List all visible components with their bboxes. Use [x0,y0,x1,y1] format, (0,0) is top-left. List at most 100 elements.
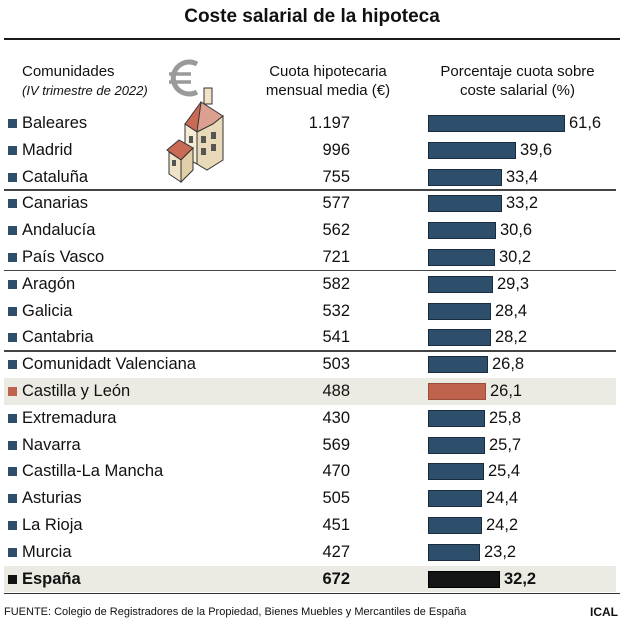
row-cuota: 721 [322,248,350,266]
row-marker [8,226,17,236]
group-separator [4,350,616,352]
row-cuota: 430 [322,408,350,427]
row-cuota: 451 [322,516,350,534]
row-cuota: 503 [322,355,350,374]
row-name: Baleares [22,114,88,132]
row-marker [8,145,17,155]
row-cuota: 505 [322,489,350,508]
table-row: Cataluña 755 33,4 [4,164,616,191]
table-row: Galicia 532 28,4 [4,298,616,325]
table-row: La Rioja 451 24,2 [4,512,616,539]
footer-rule [4,593,620,594]
row-marker [8,333,17,343]
house-euro-illustration [163,52,233,189]
bar [428,222,496,240]
table-row: Madrid 996 39,6 [4,137,616,164]
table-row: Navarra 569 25,7 [4,432,616,459]
table-row: Murcia 427 23,2 [4,539,616,566]
header-pct-line1: Porcentaje cuota sobre [440,63,595,80]
row-marker [8,279,17,289]
bar [428,195,502,213]
bar [428,249,495,266]
group-separator [4,269,616,272]
bar-value-label: 26,1 [490,382,523,400]
bar-value-label: 39,6 [520,140,553,159]
bar-value-label: 25,7 [489,435,522,454]
row-cuota: 532 [322,301,350,320]
row-name: Castilla y León [22,382,131,400]
euro-icon [169,59,199,97]
row-marker [8,547,17,557]
table-row: España 672 32,2 [4,565,616,593]
row-cuota: 470 [322,462,350,481]
table-row: Castilla y León 488 26,1 [4,378,616,405]
row-cuota: 996 [322,140,350,159]
bar-value-label: 24,2 [486,516,519,534]
table-row: Asturias 505 24,4 [4,485,616,512]
table-row: Extremadura 430 25,8 [4,405,616,432]
row-marker [8,440,17,450]
row-marker [8,467,17,477]
header-pct-line2: coste salarial (%) [459,82,576,99]
bar-value-label: 30,2 [499,248,532,266]
table-row: Castilla-La Mancha 470 25,4 [4,458,616,485]
row-name: Aragón [22,274,76,293]
bar [428,543,480,561]
bar-value-label: 25,8 [489,408,522,427]
bar [428,329,491,347]
bar-value-label: 28,2 [495,328,528,347]
bar [428,383,486,400]
table-row: Baleares 1.197 61,6 [4,110,616,137]
bar-value-label: 25,4 [488,462,521,481]
bar [428,275,493,293]
bar-value-label: 24,4 [486,489,519,508]
header-periodo: (IV trimestre de 2022) [22,83,148,98]
row-marker [8,360,17,370]
table-row: Canarias 577 33,2 [4,190,616,217]
row-name: Murcia [22,542,72,561]
bar [428,409,485,427]
source-note: FUENTE: Colegio de Registradores de la P… [4,606,467,618]
table-row: Andalucía 562 30,6 [4,217,616,244]
bar [428,490,482,508]
row-cuota: 755 [322,167,350,186]
bar-value-label: 32,2 [504,569,537,588]
header-cuota-line1: Cuota hipotecaria [269,63,387,80]
row-marker [8,253,17,262]
bar-value-label: 26,8 [492,355,525,374]
table-row: Comunidadt Valenciana 503 26,8 [4,351,616,378]
bar-value-label: 28,4 [495,301,528,320]
bar [428,115,565,132]
bar [428,356,488,374]
header-cuota-line2: mensual media (€) [265,82,391,99]
header-porcentaje: Porcentaje cuota sobre coste salarial (%… [425,62,610,100]
header-comunidades-label: Comunidades [22,63,115,80]
row-name: Cantabria [22,328,94,347]
row-marker [8,119,17,128]
row-name: País Vasco [22,248,105,266]
row-cuota: 1.197 [308,114,350,132]
row-name: Asturias [22,489,82,508]
table-row: Cantabria 541 28,2 [4,324,616,351]
bar [428,463,484,481]
house-icon [166,59,224,184]
bar [428,302,491,320]
row-name: Extremadura [22,408,117,427]
table-row: País Vasco 721 30,2 [4,244,616,271]
row-marker [8,574,17,584]
row-name: España [22,569,81,588]
row-marker [8,199,17,209]
row-cuota: 569 [322,435,350,454]
header-cuota: Cuota hipotecaria mensual media (€) [258,62,398,100]
header-comunidades: Comunidades (IV trimestre de 2022) [22,62,148,100]
row-cuota: 582 [322,274,350,293]
table-row: Aragón 582 29,3 [4,271,616,298]
row-cuota: 577 [322,194,350,213]
row-name: Madrid [22,140,73,159]
row-cuota: 562 [322,221,350,240]
bar-value-label: 23,2 [484,542,517,561]
row-marker [8,387,17,396]
row-name: Canarias [22,194,89,213]
row-name: La Rioja [22,516,83,534]
bar-value-label: 30,6 [500,221,533,240]
